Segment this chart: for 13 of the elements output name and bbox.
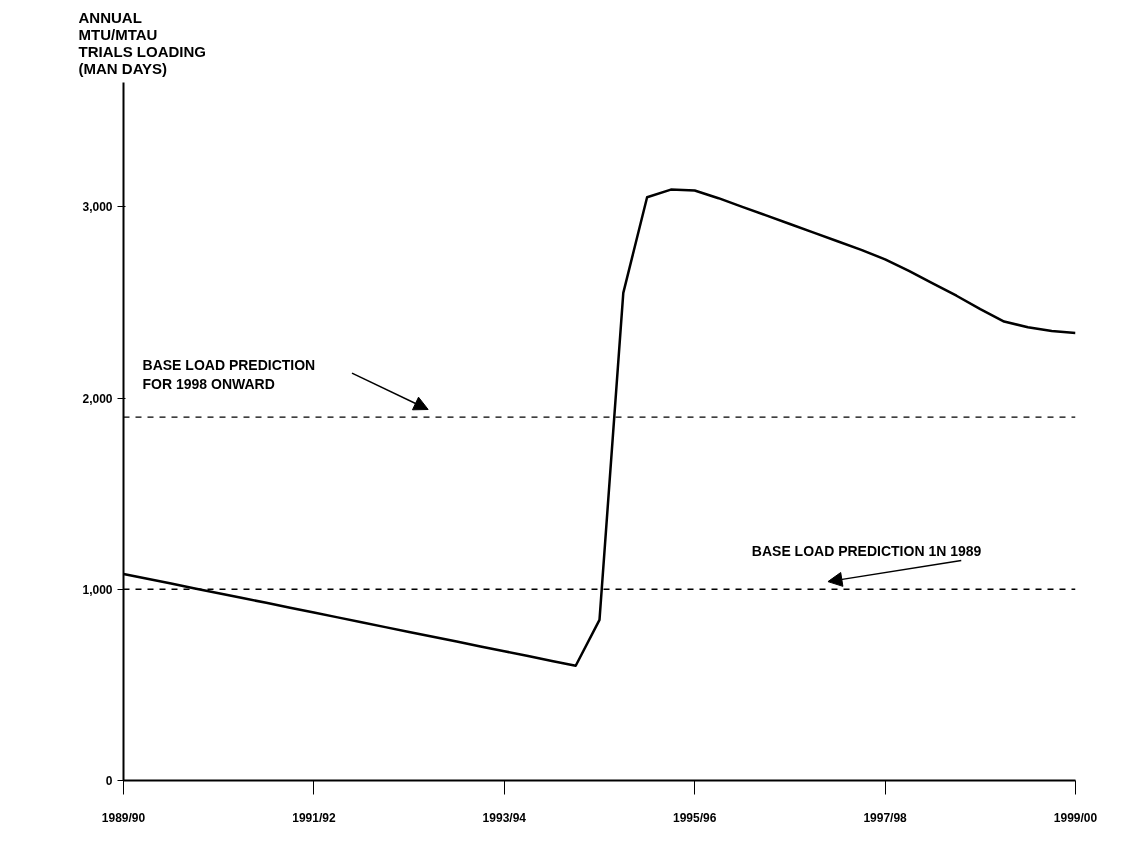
ref-line-label: BASE LOAD PREDICTION 1N 1989 [751, 542, 982, 559]
x-tick-label: 1991/92 [292, 810, 336, 825]
y-axis-title: ANNUAL MTU/MTAU TRIALS LOADING (MAN DAYS) [78, 8, 206, 77]
y-tick-label: 1,000 [82, 582, 113, 597]
ref-line-label: BASE LOAD PREDICTION FOR 1998 ONWARD [142, 357, 316, 393]
y-tick-label: 0 [105, 774, 113, 788]
y-tick-label: 2,000 [82, 391, 113, 406]
x-tick-label: 1995/96 [673, 810, 717, 825]
y-tick-label: 3,000 [82, 200, 113, 215]
x-tick-label: 1989/90 [101, 810, 146, 825]
x-tick-label: 1993/94 [482, 810, 527, 825]
x-tick-label: 1997/98 [863, 810, 908, 825]
x-tick-label: 1999/00 [1053, 810, 1098, 825]
